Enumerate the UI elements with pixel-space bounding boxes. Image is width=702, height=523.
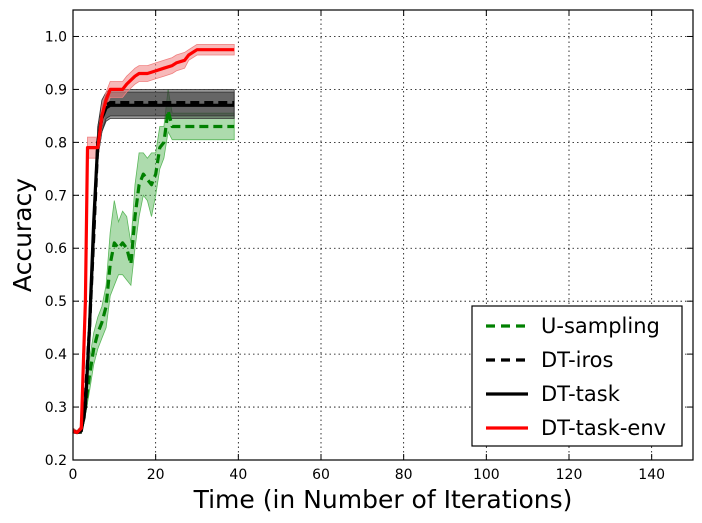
- y-tick-label-6: 0.8: [45, 135, 67, 151]
- y-tick-label-2: 0.4: [45, 347, 67, 363]
- y-tick-label-3: 0.5: [45, 294, 67, 310]
- x-tick-label-2: 40: [229, 467, 247, 483]
- y-tick-label-1: 0.3: [45, 400, 67, 416]
- legend-label-dt-task-env: DT-task-env: [541, 416, 666, 440]
- y-axis-label: Accuracy: [8, 178, 37, 292]
- y-tick-label-5: 0.7: [45, 188, 67, 204]
- x-tick-label-5: 100: [473, 467, 500, 483]
- axis-ticks: [72, 10, 693, 461]
- series-line-u-sampling: [72, 108, 235, 435]
- x-tick-label-3: 60: [312, 467, 330, 483]
- series-line-dt-task-env: [72, 48, 235, 435]
- band-u-sampling: [72, 89, 235, 434]
- y-tick-label-4: 0.6: [45, 241, 67, 257]
- y-tick-label-7: 0.9: [45, 82, 67, 98]
- y-tick-label-0: 0.2: [45, 453, 67, 469]
- y-tick-label-8: 1.0: [45, 29, 67, 45]
- legend-label-dt-task: DT-task: [541, 382, 621, 406]
- x-tick-label-4: 80: [395, 467, 413, 483]
- plot-frame: [72, 9, 694, 461]
- legend-box: [471, 305, 683, 447]
- x-tick-label-6: 120: [556, 467, 583, 483]
- series-line-dt-iros: [72, 100, 235, 435]
- legend-label-u-sampling: U-sampling: [541, 314, 660, 338]
- series-line-dt-task: [72, 103, 235, 435]
- legend: U-sampling DT-iros DT-task DT-task-env: [471, 305, 683, 447]
- x-axis-label: Time (in Number of Iterations): [193, 485, 573, 514]
- x-tick-label-7: 140: [638, 467, 665, 483]
- x-tick-label-0: 0: [69, 467, 78, 483]
- series-lines: [72, 48, 235, 435]
- y-tick-labels: 0.2 0.3 0.4 0.5 0.6 0.7 0.8 0.9 1.0: [45, 29, 67, 469]
- x-tick-label-1: 20: [147, 467, 165, 483]
- legend-label-dt-iros: DT-iros: [541, 348, 613, 372]
- x-tick-labels: 0 20 40 60 80 100 120 140: [69, 467, 665, 483]
